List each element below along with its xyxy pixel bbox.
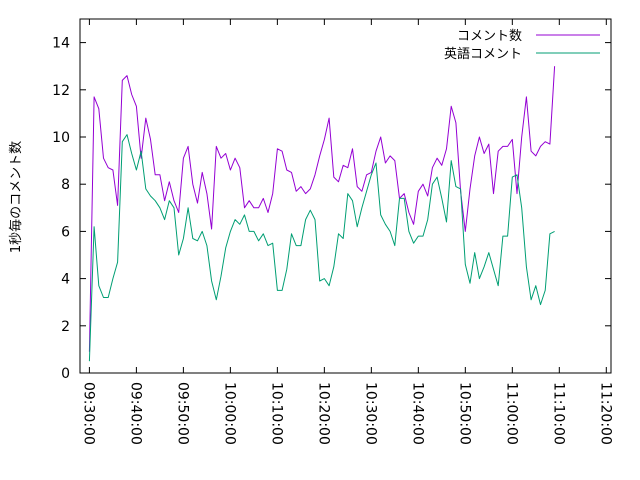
x-tick-label: 11:00:00 [503, 382, 519, 445]
x-tick-label: 11:20:00 [597, 382, 613, 445]
y-tick-label: 4 [61, 272, 70, 288]
x-tick-label: 10:00:00 [221, 382, 237, 445]
plot-border [79, 18, 612, 374]
series-line-1 [88, 66, 556, 352]
x-tick-label: 11:10:00 [550, 382, 566, 445]
series-lines [88, 66, 556, 362]
y-tick-label: 6 [61, 224, 70, 240]
x-tick-label: 10:20:00 [315, 382, 331, 445]
series-line-2 [88, 134, 555, 362]
legend-label-2: 英語コメント [444, 46, 522, 62]
y-tick-label: 10 [52, 130, 70, 146]
y-tick-label: 14 [52, 36, 70, 52]
x-tick-label: 10:10:00 [268, 382, 284, 445]
legend-label-1: コメント数 [457, 29, 522, 44]
y-axis-label: 1秒毎のコメント数 [8, 141, 24, 253]
x-tick-label: 10:50:00 [456, 382, 472, 445]
x-tick-label: 09:50:00 [174, 382, 190, 445]
x-tick-label: 09:40:00 [127, 382, 143, 445]
x-tick-label: 10:30:00 [362, 382, 378, 445]
y-tick-label: 0 [61, 366, 70, 382]
x-tick-label: 10:40:00 [409, 382, 425, 445]
x-tick-label: 09:30:00 [80, 382, 96, 445]
plot-frame [79, 18, 612, 374]
y-tick-label: 2 [61, 319, 70, 335]
x-axis-ticks: 09:30:00 09:40:00 09:50:00 10:00:00 10:10:00… [80, 19, 613, 445]
y-axis-ticks: 0 2 4 6 8 10 12 14 [52, 36, 611, 382]
y-tick-label: 8 [61, 177, 70, 193]
y-tick-label: 12 [52, 83, 70, 99]
